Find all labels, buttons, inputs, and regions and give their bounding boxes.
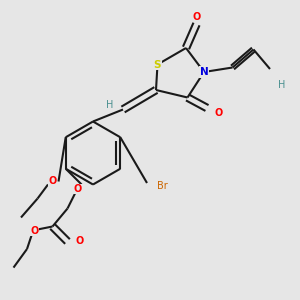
Text: O: O [30, 226, 39, 236]
Text: Br: Br [157, 181, 167, 191]
Text: O: O [215, 107, 223, 118]
Text: O: O [74, 184, 82, 194]
Text: H: H [106, 100, 113, 110]
Text: N: N [200, 67, 208, 77]
Text: O: O [192, 11, 201, 22]
Text: H: H [278, 80, 286, 90]
Text: S: S [154, 59, 161, 70]
Text: O: O [48, 176, 57, 187]
Text: O: O [75, 236, 84, 247]
